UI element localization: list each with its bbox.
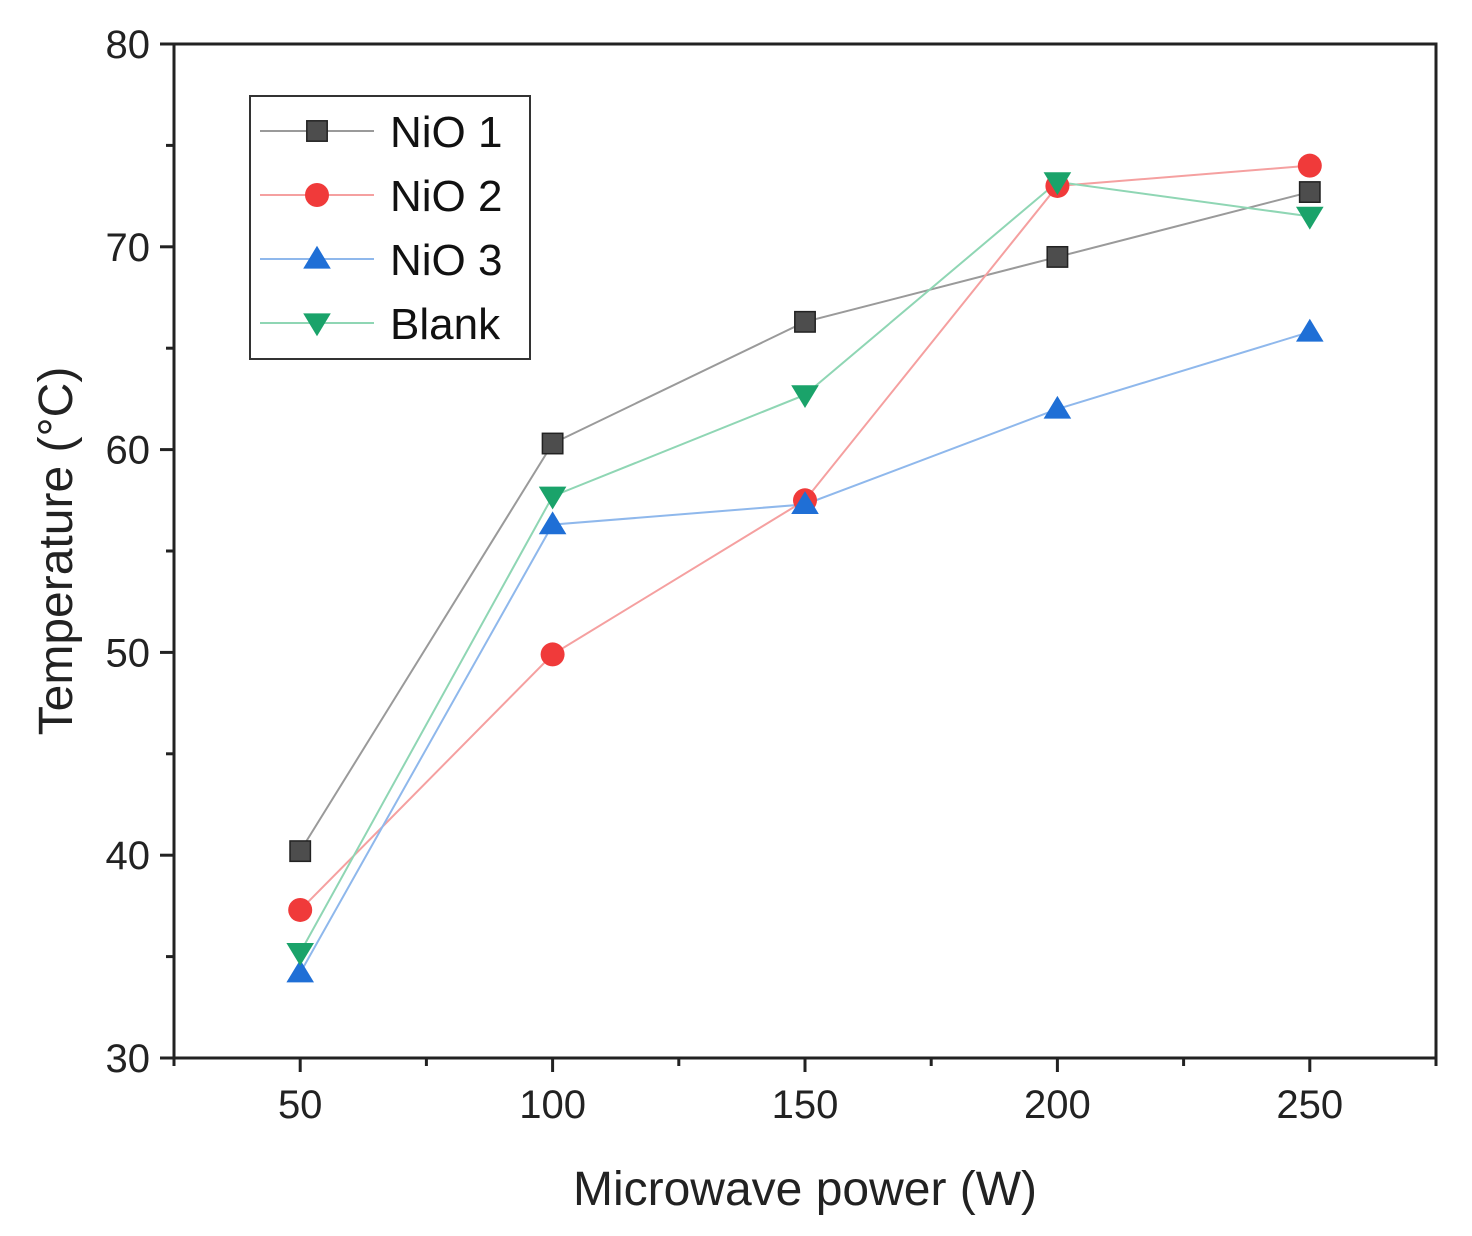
data-point-nio-1: [289, 840, 312, 863]
y-tick-label: 40: [106, 834, 151, 878]
x-tick-label: 100: [519, 1083, 586, 1127]
y-axis-title: Temperature (°C): [30, 367, 83, 736]
data-point-blank: [286, 942, 314, 966]
y-tick-label: 80: [106, 23, 151, 67]
data-point-nio-2: [288, 897, 313, 922]
data-point-blank: [791, 385, 819, 409]
x-tick-label: 50: [278, 1083, 323, 1127]
y-tick-label: 30: [106, 1037, 151, 1081]
data-point-nio-3: [1043, 395, 1072, 419]
legend: NiO 1 NiO 2 NiO 3 Blank: [249, 95, 531, 360]
y-tick-label: 60: [106, 429, 151, 473]
y-tick-label: 50: [106, 631, 151, 675]
data-point-nio-3: [791, 491, 819, 514]
data-point-blank: [538, 486, 567, 510]
legend-marker-blank: [303, 313, 331, 337]
data-point-nio-1: [1298, 181, 1321, 203]
y-tick-label: 70: [106, 226, 151, 270]
legend-label-nio-2: NiO 2: [390, 172, 502, 221]
legend-label-nio-1: NiO 1: [390, 108, 502, 157]
data-point-nio-1: [541, 432, 564, 455]
data-point-nio-1: [1046, 245, 1069, 268]
legend-label-nio-3: NiO 3: [390, 236, 502, 285]
data-point-nio-2: [540, 642, 565, 667]
data-point-nio-1: [794, 310, 816, 333]
legend-box: [249, 95, 531, 360]
data-point-blank: [1043, 172, 1072, 196]
x-axis-ticks: 50 100 150 200 250: [172, 1058, 1438, 1127]
legend-marker-nio-3: [303, 245, 331, 269]
series-markers: [286, 153, 1324, 983]
series-line-nio-3: [299, 331, 1311, 974]
x-tick-label: 250: [1276, 1083, 1343, 1127]
data-point-nio-3: [286, 959, 314, 983]
legend-marker-nio-1: [306, 120, 328, 142]
x-axis-title: Microwave power (W): [573, 1163, 1037, 1216]
y-axis-ticks: 30 40 50 60 70 80: [106, 23, 174, 1081]
legend-marker-nio-2: [305, 183, 329, 207]
x-tick-label: 150: [772, 1083, 839, 1127]
data-point-nio-3: [1296, 318, 1324, 342]
data-point-nio-2: [1297, 153, 1322, 178]
legend-label-blank: Blank: [390, 300, 501, 349]
data-point-blank: [1296, 206, 1324, 230]
x-tick-label: 200: [1024, 1083, 1091, 1127]
data-point-nio-3: [538, 511, 567, 535]
